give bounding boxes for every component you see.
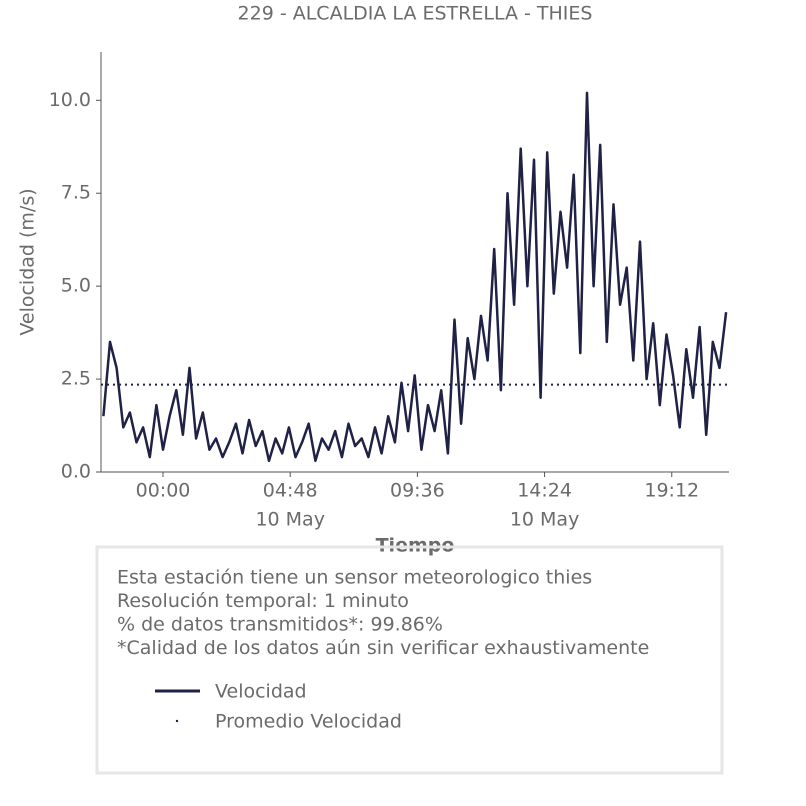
legend-label: Velocidad <box>215 681 307 703</box>
y-tick-label: 10.0 <box>49 89 91 111</box>
y-tick-label: 5.0 <box>61 275 91 297</box>
y-axis-label: Velocidad (m/s) <box>17 188 39 335</box>
x-tick-date: 10 May <box>510 509 580 531</box>
legend-dot <box>175 719 179 723</box>
info-text: *Calidad de los datos aún sin verificar … <box>117 637 649 659</box>
x-tick-date: 10 May <box>255 509 325 531</box>
line-series <box>102 91 728 463</box>
x-tick-label: 09:36 <box>390 480 445 502</box>
info-box <box>95 545 724 775</box>
x-tick-label: 04:48 <box>263 480 318 502</box>
x-tick-label: 14:24 <box>517 480 572 502</box>
info-text: Resolución temporal: 1 minuto <box>117 590 409 612</box>
legend-label: Promedio Velocidad <box>215 711 402 733</box>
y-tick-label: 7.5 <box>61 182 91 204</box>
info-text: Esta estación tiene un sensor meteorolog… <box>117 567 592 589</box>
y-tick-label: 2.5 <box>61 368 91 390</box>
y-tick-label: 0.0 <box>61 461 91 483</box>
info-text: % de datos transmitidos*: 99.86% <box>117 614 443 636</box>
chart-title: 229 - ALCALDIA LA ESTRELLA - THIES <box>238 3 593 25</box>
x-tick-label: 00:00 <box>136 480 191 502</box>
x-tick-label: 19:12 <box>644 480 699 502</box>
